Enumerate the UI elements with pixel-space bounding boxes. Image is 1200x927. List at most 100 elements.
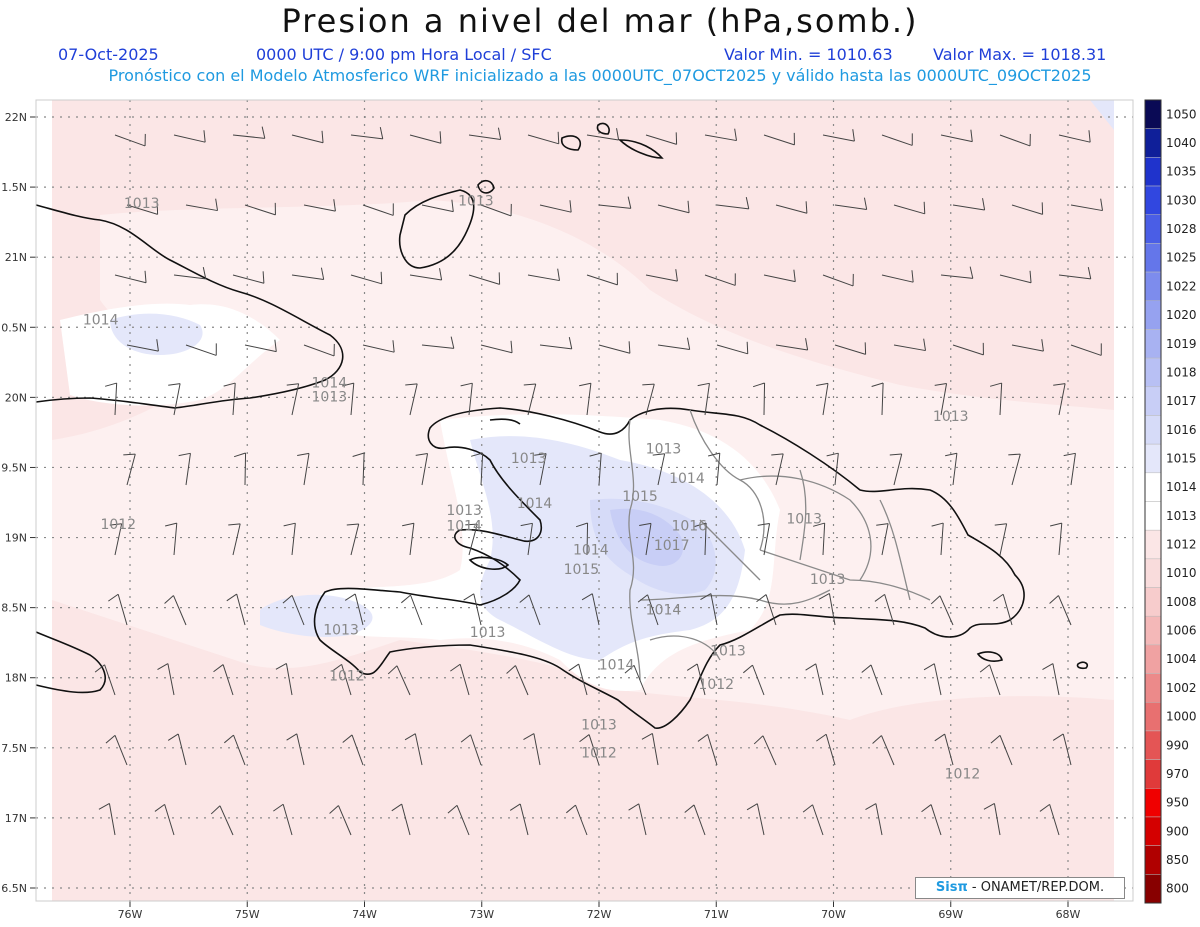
credit-box: Sisπ - ONAMET/REP.DOM.	[915, 877, 1125, 899]
colorbar-label: 1050	[1166, 107, 1197, 121]
colorbar-label: 1016	[1166, 423, 1197, 437]
contour-label: 1014	[669, 471, 705, 487]
colorbar-label: 1013	[1166, 509, 1197, 523]
colorbar-swatch	[1144, 271, 1162, 302]
date-label: 07-Oct-2025	[58, 45, 159, 64]
wind-barb	[350, 127, 384, 140]
wind-barb	[527, 268, 561, 282]
wind-barb	[704, 128, 738, 142]
wind-barb	[575, 522, 589, 556]
wind-barb	[480, 340, 513, 354]
wind-barb	[1058, 267, 1092, 280]
contour-label: 1013	[124, 196, 160, 212]
lat-label: 20N	[5, 391, 27, 404]
wind-barb	[990, 734, 1013, 766]
colorbar-label: 1028	[1166, 222, 1197, 236]
colorbar-label: 1030	[1166, 193, 1197, 207]
wind-barb	[164, 595, 187, 626]
wind-barb	[934, 733, 954, 766]
wind-barb	[303, 199, 336, 212]
wind-barb	[716, 197, 750, 210]
wind-barb	[228, 523, 241, 556]
contour-label: 1013	[710, 643, 746, 659]
wind-barb	[273, 803, 293, 836]
colorbar: 1050 1040 1035 1030 1028 1025 1022 1020 1019 1018…	[1144, 99, 1197, 904]
wind-barb	[534, 453, 547, 486]
wind-barb	[468, 272, 501, 285]
colorbar-swatch	[1144, 386, 1162, 416]
colorbar-swatch	[1144, 415, 1162, 445]
wind-barb	[331, 663, 352, 696]
wind-barb	[802, 804, 824, 836]
wind-barb	[286, 383, 300, 416]
colorbar-swatch	[1144, 472, 1162, 502]
wind-barb	[645, 132, 678, 145]
wind-barb	[952, 198, 986, 211]
wind-barb	[460, 734, 482, 766]
wind-barb	[999, 133, 1031, 147]
wind-barb	[185, 343, 217, 356]
contour-label: 1014	[312, 376, 348, 392]
wind-barb	[945, 452, 958, 486]
pressure-field-1014	[1090, 100, 1114, 130]
wind-barb	[934, 382, 948, 416]
lat-label: 7.5N	[1, 742, 27, 755]
wind-barb	[157, 663, 175, 696]
wind-barb	[126, 339, 159, 352]
wind-barb	[1070, 343, 1102, 356]
lat-label: 17N	[5, 812, 27, 825]
gonave-coast	[468, 556, 510, 570]
colorbar-label: 1008	[1166, 595, 1197, 609]
great-inagua-coast	[398, 189, 475, 269]
wind-barb	[579, 734, 600, 766]
wind-barb	[244, 202, 276, 216]
wind-barb	[581, 593, 600, 626]
contour-label: 1014	[446, 519, 482, 535]
pressure-field-1017	[610, 508, 684, 566]
colorbar-swatch	[1144, 214, 1162, 244]
lat-label: 1.5N	[1, 181, 27, 194]
lat-label: 18N	[5, 672, 27, 685]
wind-barb	[178, 452, 191, 486]
wind-barb	[1049, 595, 1072, 626]
wind-barb	[523, 383, 537, 416]
colorbar-label: 1040	[1166, 136, 1197, 150]
colorbar-swatch	[1144, 816, 1162, 846]
wind-barb	[743, 664, 765, 696]
wind-barb	[421, 199, 454, 213]
wind-barb	[586, 128, 620, 141]
wind-barb	[109, 523, 123, 556]
wind-barb	[1011, 202, 1044, 215]
lat-label: 22N	[5, 111, 27, 124]
wind-barb	[232, 126, 266, 139]
contour-label: 1012	[329, 669, 365, 685]
wind-barb	[716, 341, 749, 355]
colorbar-label: 1004	[1166, 652, 1197, 666]
colorbar-label: 800	[1166, 882, 1189, 896]
lon-label: 73W	[469, 908, 494, 921]
min-value-label: Valor Min. = 1010.63	[724, 45, 893, 64]
island-coast	[618, 139, 664, 159]
wind-barb	[1053, 383, 1066, 416]
colorbar-label: 1010	[1166, 566, 1197, 580]
island-coast	[596, 122, 610, 135]
lat-label: 0.5N	[1, 321, 27, 334]
wind-barb	[641, 733, 659, 766]
wind-barb	[921, 804, 942, 836]
contour-label: 1013	[933, 409, 969, 425]
wind-barb	[539, 200, 572, 213]
wind-barb	[639, 522, 652, 556]
lon-label: 70W	[821, 908, 846, 921]
wind-barb	[628, 803, 647, 836]
contour-label: 1015	[564, 562, 600, 578]
contour-label: 1015	[622, 489, 658, 505]
contour-label: 1014	[573, 542, 609, 558]
hispaniola-coast	[313, 407, 1025, 729]
wind-barb	[1039, 803, 1060, 836]
wind-barb	[756, 594, 777, 626]
colorbar-label: 1020	[1166, 308, 1197, 322]
wind-barb	[447, 804, 470, 836]
wind-barb	[539, 337, 573, 350]
wind-barb	[165, 522, 178, 556]
wind-barb	[598, 196, 632, 209]
